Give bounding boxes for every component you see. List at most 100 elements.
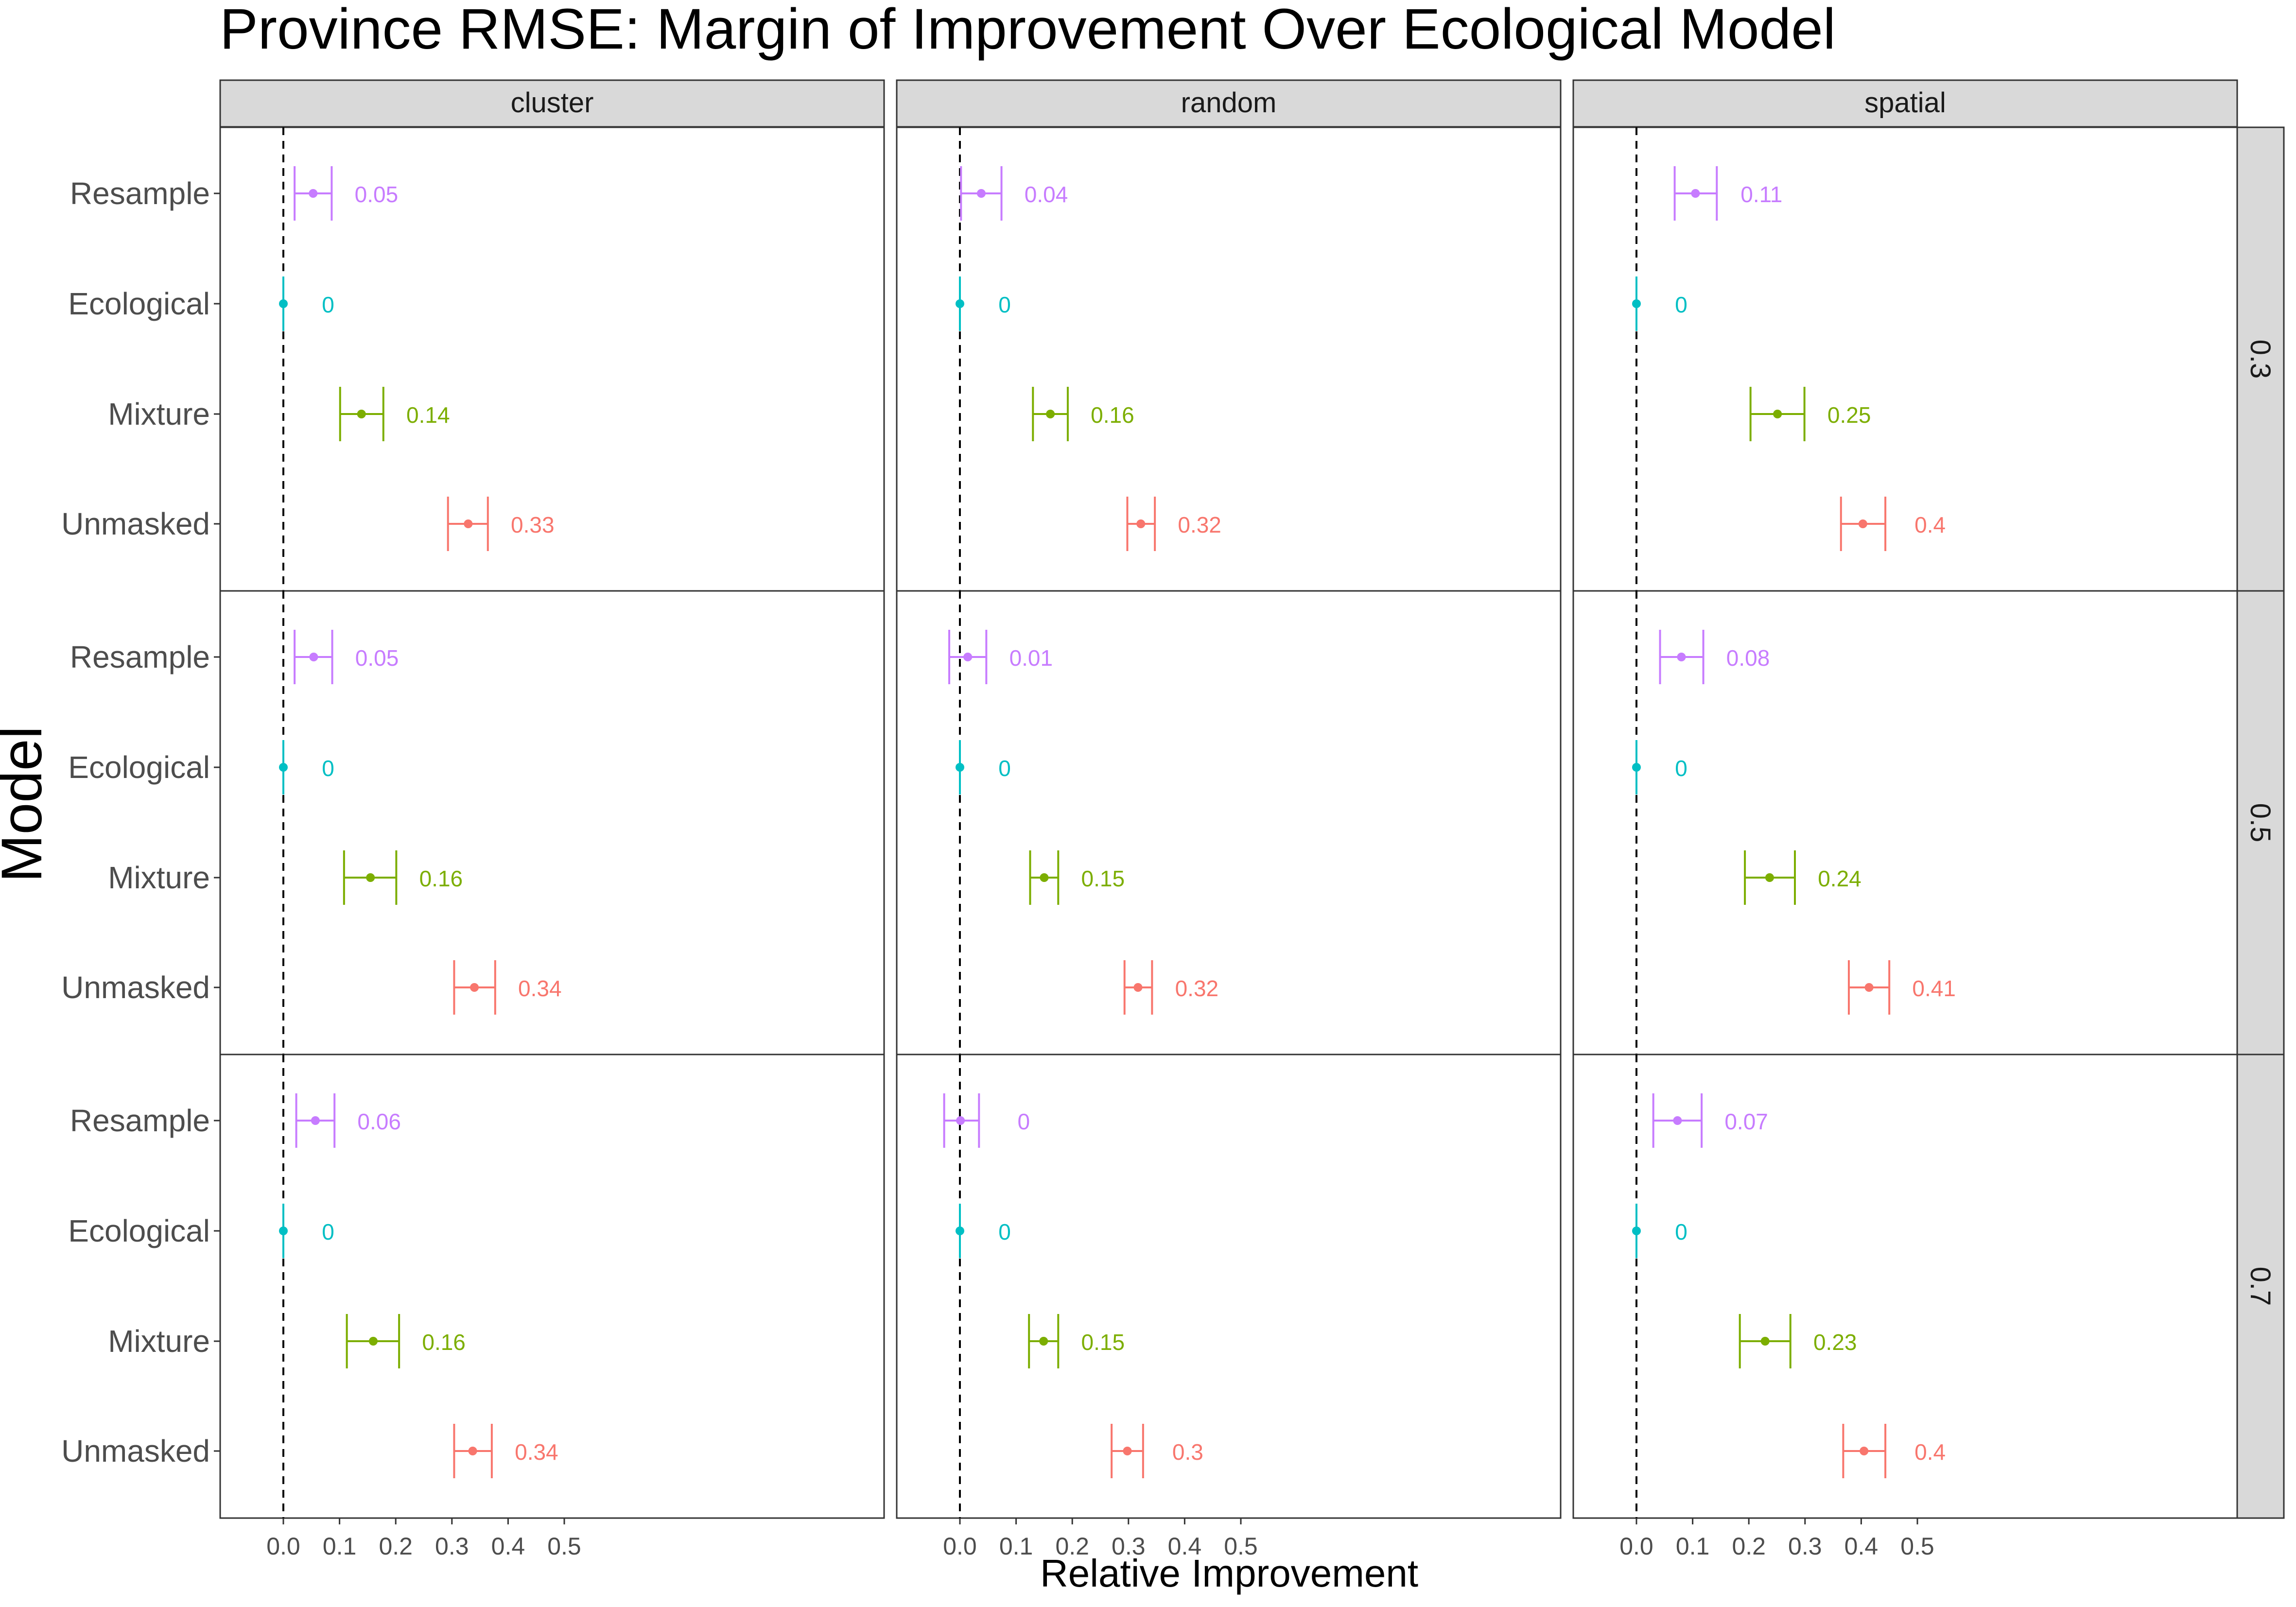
panel-random-0.3: 0.04 0 0.16 0.32: [896, 126, 1562, 592]
point-mixture: [1760, 1337, 1770, 1346]
data-label-mixture: 0.25: [1827, 402, 1871, 428]
point-unmasked: [464, 519, 473, 528]
point-mixture: [1039, 1337, 1048, 1346]
panel-border: [1572, 1054, 2238, 1519]
data-label-mixture: 0.15: [1081, 1330, 1125, 1355]
x-tick-label: 0.5: [1224, 1533, 1258, 1560]
point-resample: [976, 189, 986, 198]
point-ecological: [1632, 1227, 1641, 1235]
data-label-unmasked: 0.32: [1175, 976, 1219, 1001]
point-ecological: [956, 763, 964, 772]
panel-cluster-0.3: 0.05 0 0.14 0.33: [219, 126, 885, 592]
data-label-resample: 0.05: [355, 182, 399, 207]
facet-label-cluster: cluster: [511, 87, 594, 119]
y-tick-label-resample: Resample: [70, 176, 210, 211]
facet-strip-spatial: [1572, 79, 2238, 128]
data-label-mixture: 0.16: [422, 1330, 466, 1355]
panel-border: [1572, 590, 2238, 1055]
panel-spatial-0.5: 0.08 0 0.24 0.41: [1572, 590, 2238, 1055]
x-tick-label: 0.4: [1168, 1533, 1202, 1560]
data-label-unmasked: 0.34: [518, 976, 562, 1001]
panel-cluster-0.5: 0.05 0 0.16 0.34: [219, 590, 885, 1055]
data-label-unmasked: 0.41: [1912, 976, 1956, 1001]
data-label-ecological: 0: [1675, 1219, 1687, 1244]
y-axis-label: Model: [0, 726, 54, 882]
point-unmasked: [1858, 519, 1867, 528]
data-label-resample: 0.04: [1025, 182, 1068, 207]
data-label-mixture: 0.16: [1091, 402, 1134, 428]
x-tick-label: 0.4: [1844, 1533, 1879, 1560]
data-label-ecological: 0: [322, 756, 334, 781]
data-label-ecological: 0: [998, 1219, 1011, 1244]
data-label-ecological: 0: [322, 1219, 334, 1244]
x-tick-label: 0.2: [379, 1533, 413, 1560]
y-tick-label-unmasked: Unmasked: [61, 970, 210, 1005]
point-ecological: [956, 299, 964, 308]
data-label-mixture: 0.24: [1818, 866, 1861, 891]
y-tick-label-mixture: Mixture: [108, 397, 210, 432]
data-label-resample: 0: [1018, 1109, 1030, 1134]
point-unmasked: [1864, 983, 1874, 992]
point-ecological: [956, 1227, 964, 1235]
panel-border: [219, 590, 885, 1055]
point-unmasked: [470, 983, 479, 992]
point-resample: [963, 653, 973, 661]
data-label-resample: 0.06: [357, 1109, 401, 1134]
facet-label-random: random: [1181, 87, 1277, 119]
point-unmasked: [1860, 1447, 1869, 1455]
x-tick-label: 0.0: [1619, 1533, 1653, 1560]
x-tick-label: 0.5: [547, 1533, 581, 1560]
point-resample: [1673, 1116, 1682, 1125]
facet-label-spatial: spatial: [1864, 87, 1946, 119]
point-ecological: [1632, 763, 1641, 772]
y-tick-label-mixture: Mixture: [108, 860, 210, 895]
data-label-ecological: 0: [998, 756, 1011, 781]
x-tick-label: 0.1: [323, 1533, 357, 1560]
row-label-0.5: 0.5: [2244, 803, 2276, 843]
panel-random-0.5: 0.01 0 0.15 0.32: [896, 590, 1562, 1055]
row-label-0.7: 0.7: [2244, 1267, 2276, 1306]
x-tick-label: 0.1: [1676, 1533, 1710, 1560]
data-label-unmasked: 0.32: [1178, 512, 1221, 537]
y-tick-label-ecological: Ecological: [68, 1213, 210, 1248]
data-label-resample: 0.05: [355, 645, 399, 671]
x-tick-label: 0.3: [1788, 1533, 1822, 1560]
data-label-resample: 0.01: [1009, 645, 1053, 671]
data-label-unmasked: 0.4: [1914, 512, 1946, 537]
y-tick-label-mixture: Mixture: [108, 1324, 210, 1359]
point-ecological: [279, 763, 288, 772]
point-resample: [311, 1116, 320, 1125]
y-tick-label-ecological: Ecological: [68, 286, 210, 321]
panel-border: [896, 1054, 1562, 1519]
point-resample: [309, 189, 318, 198]
panel-random-0.7: 0 0 0.15 0.3: [896, 1054, 1562, 1519]
facet-strip-random: [896, 79, 1562, 128]
y-tick-label-resample: Resample: [70, 639, 210, 674]
x-tick-label: 0.3: [435, 1533, 469, 1560]
point-resample: [1691, 189, 1700, 198]
y-tick-label-ecological: Ecological: [68, 750, 210, 785]
panel-cluster-0.7: 0.06 0 0.16 0.34: [219, 1054, 885, 1519]
point-unmasked: [1136, 519, 1146, 528]
data-label-resample: 0.11: [1740, 182, 1782, 207]
panels-layer: cluster random spatial 0.3 0.5 0.7 Resample Eco…: [61, 79, 2285, 1560]
point-mixture: [1046, 410, 1055, 418]
panel-border: [896, 126, 1562, 592]
point-mixture: [357, 410, 366, 418]
data-label-mixture: 0.16: [419, 866, 463, 891]
point-unmasked: [1133, 983, 1143, 992]
data-label-unmasked: 0.3: [1172, 1439, 1203, 1465]
panel-border: [219, 1054, 885, 1519]
x-tick-label: 0.5: [1900, 1533, 1934, 1560]
x-tick-label: 0.1: [999, 1533, 1033, 1560]
panel-border: [1572, 126, 2238, 592]
chart-title: Province RMSE: Margin of Improvement Ove…: [220, 0, 1836, 61]
data-label-resample: 0.07: [1724, 1109, 1768, 1134]
point-ecological: [279, 1227, 288, 1235]
point-unmasked: [1123, 1447, 1132, 1455]
panel-spatial-0.3: 0.11 0 0.25 0.4: [1572, 126, 2238, 592]
data-label-mixture: 0.23: [1813, 1330, 1857, 1355]
data-label-unmasked: 0.4: [1914, 1439, 1946, 1465]
point-resample: [1677, 653, 1686, 661]
